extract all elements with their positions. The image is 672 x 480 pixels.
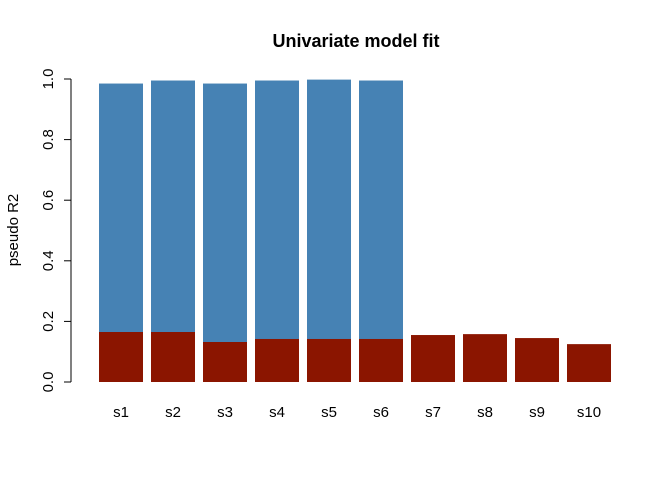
x-tick-label: s4 xyxy=(269,404,285,421)
x-tick-label: s7 xyxy=(425,404,441,421)
bar-series-2-s10 xyxy=(567,344,611,382)
y-tick-label: 0.2 xyxy=(40,311,57,332)
bar-series-1-s4 xyxy=(255,80,299,382)
bar-series-2-s9 xyxy=(515,338,559,382)
bar-series-1-s3 xyxy=(203,83,247,383)
y-tick-label: 0.6 xyxy=(40,190,57,211)
bar-series-2-s6 xyxy=(359,338,403,382)
bar-series-2-s3 xyxy=(203,342,247,382)
bar-series-2-s5 xyxy=(307,338,351,382)
chart-title: Univariate model fit xyxy=(272,31,439,51)
bar-series-2-s1 xyxy=(99,332,143,382)
bars-group xyxy=(99,79,611,383)
bar-series-2-s7 xyxy=(411,335,455,382)
y-tick-label: 1.0 xyxy=(40,69,57,90)
bar-series-2-s2 xyxy=(151,332,195,382)
x-tick-label: s2 xyxy=(165,404,181,421)
y-axis-label: pseudo R2 xyxy=(5,194,22,267)
x-tick-label: s3 xyxy=(217,404,233,421)
y-tick-label: 0.8 xyxy=(40,129,57,150)
x-tick-label: s6 xyxy=(373,404,389,421)
y-tick-label: 0.4 xyxy=(40,250,57,271)
x-tick-label: s8 xyxy=(477,404,493,421)
bar-series-2-s4 xyxy=(255,338,299,382)
x-tick-label: s10 xyxy=(577,404,601,421)
bar-series-2-s8 xyxy=(463,334,507,382)
bar-series-1-s2 xyxy=(151,80,195,382)
bar-series-1-s6 xyxy=(359,80,403,382)
bar-series-1-s5 xyxy=(307,79,351,382)
y-tick-label: 0.0 xyxy=(40,372,57,393)
x-axis-labels: s1 s2 s3 s4 s5 s6 s7 s8 s9 s10 xyxy=(113,404,601,421)
y-axis: 0.0 0.2 0.4 0.6 0.8 1.0 xyxy=(40,69,72,393)
x-tick-label: s5 xyxy=(321,404,337,421)
x-tick-label: s1 xyxy=(113,404,129,421)
x-tick-label: s9 xyxy=(529,404,545,421)
